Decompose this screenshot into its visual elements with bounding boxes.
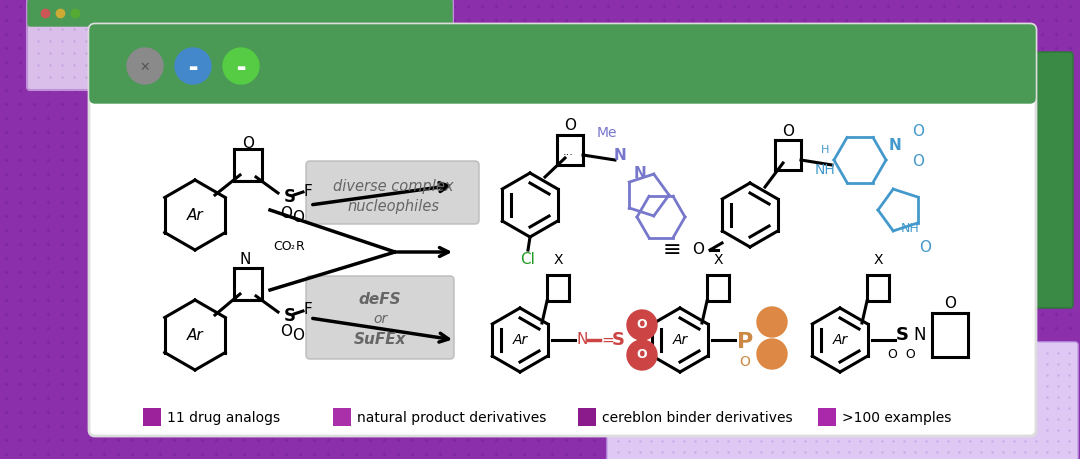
Text: O: O [692, 242, 704, 257]
Circle shape [757, 307, 787, 337]
Text: N: N [613, 147, 626, 162]
Text: Cl: Cl [521, 252, 536, 268]
Bar [818, 408, 836, 426]
Text: O: O [637, 348, 647, 362]
Text: Ar: Ar [512, 333, 528, 347]
Bar [333, 408, 351, 426]
FancyBboxPatch shape [987, 52, 1074, 308]
Text: O: O [242, 135, 254, 151]
Text: O: O [919, 241, 931, 256]
Text: NH: NH [814, 163, 835, 177]
Text: ₂: ₂ [291, 241, 295, 251]
Circle shape [757, 339, 787, 369]
Text: Ar: Ar [187, 207, 203, 223]
Text: S: S [284, 307, 296, 325]
FancyBboxPatch shape [27, 0, 453, 90]
Text: O: O [912, 124, 924, 140]
FancyBboxPatch shape [306, 276, 454, 359]
Text: N: N [577, 332, 588, 347]
Text: nucleophiles: nucleophiles [347, 198, 438, 213]
Text: O: O [782, 123, 794, 139]
Text: X: X [874, 253, 882, 267]
Circle shape [175, 48, 211, 84]
Text: O: O [944, 296, 956, 310]
Circle shape [627, 310, 657, 340]
FancyBboxPatch shape [306, 161, 480, 224]
Text: O: O [564, 118, 576, 134]
Text: O: O [637, 319, 647, 331]
Circle shape [127, 48, 163, 84]
Text: O: O [280, 206, 292, 220]
Bar [100, 83, 1025, 103]
Text: S: S [895, 326, 908, 344]
FancyBboxPatch shape [89, 24, 1036, 436]
Text: S: S [611, 331, 624, 349]
Text: CO: CO [273, 240, 292, 252]
Text: X: X [713, 253, 723, 267]
Text: F: F [303, 302, 312, 318]
Text: Me: Me [597, 126, 618, 140]
Text: Ar: Ar [673, 333, 688, 347]
Circle shape [222, 48, 259, 84]
Text: N: N [240, 252, 251, 267]
Text: N: N [634, 166, 646, 180]
Text: cereblon binder derivatives: cereblon binder derivatives [602, 411, 793, 425]
Text: =: = [602, 332, 615, 347]
Text: diverse complex: diverse complex [333, 179, 454, 194]
Text: Ar: Ar [187, 328, 203, 342]
Text: ≡: ≡ [663, 240, 681, 260]
Text: O: O [280, 325, 292, 340]
Text: O: O [292, 209, 303, 224]
Text: P: P [737, 332, 753, 352]
Bar [143, 408, 161, 426]
FancyBboxPatch shape [90, 25, 1035, 103]
Text: ✕: ✕ [139, 61, 150, 73]
Text: or: or [373, 312, 387, 326]
Text: H: H [821, 145, 829, 155]
Text: X: X [553, 253, 563, 267]
Text: F: F [303, 184, 312, 198]
Text: deFS: deFS [359, 291, 402, 307]
Text: ···: ··· [563, 150, 573, 160]
Text: SuFEx: SuFEx [354, 331, 406, 347]
Text: Ar: Ar [833, 333, 848, 347]
Text: ▬: ▬ [188, 63, 198, 73]
Text: NH: NH [901, 222, 919, 235]
Text: ▬: ▬ [237, 63, 245, 73]
Circle shape [627, 340, 657, 370]
Bar [578, 408, 596, 426]
Text: N: N [889, 138, 902, 152]
Text: N: N [914, 326, 927, 344]
Text: 11 drug analogs: 11 drug analogs [167, 411, 280, 425]
Text: >100 examples: >100 examples [842, 411, 951, 425]
Text: O: O [292, 329, 303, 343]
Text: O: O [740, 355, 751, 369]
FancyBboxPatch shape [607, 342, 1078, 459]
Text: R: R [296, 240, 305, 252]
Text: O: O [912, 155, 924, 169]
Text: S: S [284, 188, 296, 206]
Text: O  O: O O [888, 347, 916, 360]
Text: natural product derivatives: natural product derivatives [357, 411, 546, 425]
FancyBboxPatch shape [28, 0, 453, 26]
